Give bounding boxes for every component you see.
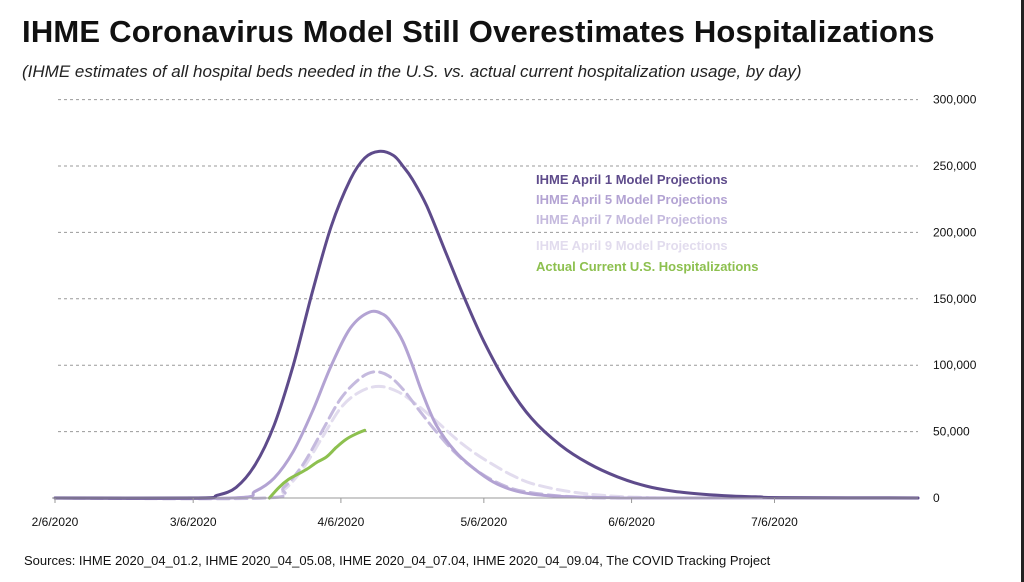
y-tick-label: 50,000 xyxy=(933,425,970,439)
axes: 0 50,000 100,000 150,000 200,000 250,000 300,0… xyxy=(32,93,977,529)
x-tick-label: 5/6/2020 xyxy=(460,515,507,529)
y-tick-label: 200,000 xyxy=(933,225,977,239)
series-line-april5 xyxy=(53,309,920,500)
x-tick-label: 4/6/2020 xyxy=(318,515,365,529)
series-line-actual xyxy=(267,428,367,500)
y-tick-label: 150,000 xyxy=(933,292,977,306)
y-tick-label: 250,000 xyxy=(933,159,977,173)
y-tick-label: 100,000 xyxy=(933,358,977,372)
gridlines xyxy=(58,99,918,433)
series-line-april7 xyxy=(53,370,920,501)
legend: IHME April 1 Model Projections IHME April… xyxy=(536,172,758,274)
legend-entry: Actual Current U.S. Hospitalizations xyxy=(536,259,758,274)
legend-entry: IHME April 5 Model Projections xyxy=(536,192,728,207)
x-tick-label: 3/6/2020 xyxy=(170,515,217,529)
series-line-april1 xyxy=(53,149,920,500)
y-tick-label: 0 xyxy=(933,491,940,505)
x-tick-label: 2/6/2020 xyxy=(32,515,79,529)
chart-subtitle: (IHME estimates of all hospital beds nee… xyxy=(22,62,802,81)
legend-entry: IHME April 9 Model Projections xyxy=(536,238,728,253)
x-tick-label: 6/6/2020 xyxy=(608,515,655,529)
series-line-april9 xyxy=(53,384,920,501)
chart-title: IHME Coronavirus Model Still Overestimat… xyxy=(22,14,935,49)
x-tick-label: 7/6/2020 xyxy=(751,515,798,529)
window-edge xyxy=(1021,0,1024,582)
y-tick-label: 300,000 xyxy=(933,93,977,107)
legend-entry: IHME April 7 Model Projections xyxy=(536,212,728,227)
sources-note: Sources: IHME 2020_04_01.2, IHME 2020_04… xyxy=(24,553,771,568)
legend-entry: IHME April 1 Model Projections xyxy=(536,172,728,187)
series-lines xyxy=(53,149,920,501)
